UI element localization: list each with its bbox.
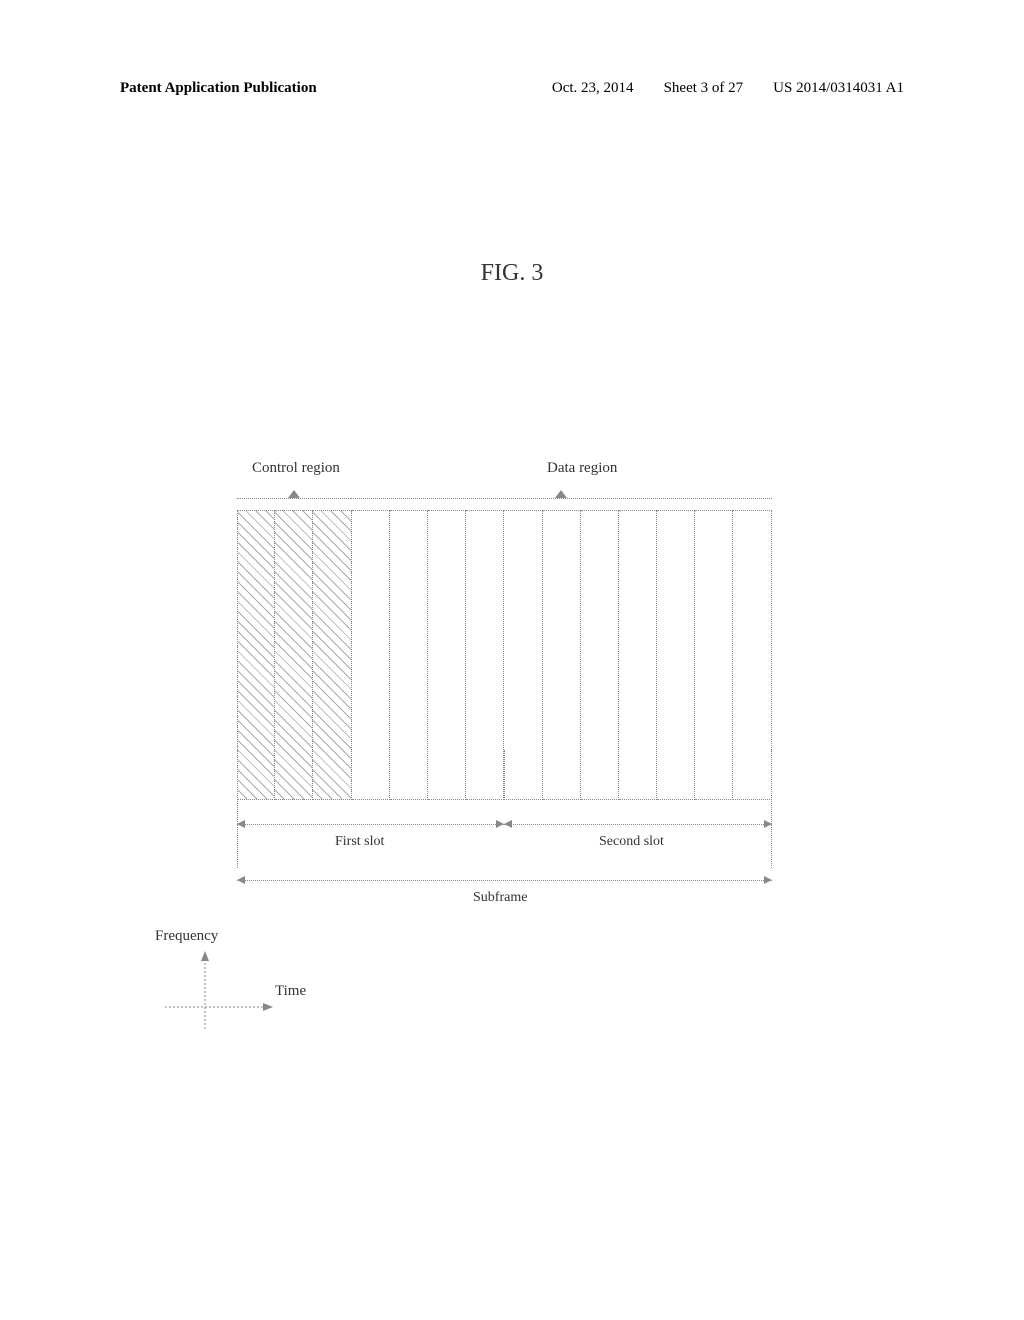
sheet-number: Sheet 3 of 27 [664,80,744,97]
first-slot-label: First slot [335,834,384,850]
data-region-label: Data region [547,460,617,477]
page-header: Patent Application Publication Oct. 23, … [0,80,1024,97]
region-labels: Control region Data region [237,460,772,510]
subframe-label: Subframe [473,890,527,906]
data-column [695,510,733,800]
second-slot-label: Second slot [599,834,664,850]
control-column [275,510,313,800]
subframe-indicator: Subframe [237,868,772,908]
publication-date: Oct. 23, 2014 [552,80,634,97]
control-region-label: Control region [252,460,340,477]
mid-tick [504,750,505,800]
data-column [543,510,581,800]
axis-container: Frequency Time [155,928,315,1039]
control-column [237,510,275,800]
control-brace [237,498,351,499]
control-column [313,510,351,800]
time-axis-label: Time [275,983,306,1000]
data-column [390,510,428,800]
subframe-arrow-left [237,876,245,884]
subframe-arrow-right [764,876,772,884]
control-brace-peak [288,490,300,498]
second-slot-line [504,824,772,825]
publication-number: US 2014/0314031 A1 [773,80,904,97]
second-slot-arrow-left [504,820,512,828]
frequency-axis-label: Frequency [155,928,315,945]
data-column [504,510,542,800]
first-slot-arrow-right [496,820,504,828]
second-slot-arrow-right [764,820,772,828]
first-slot-line [237,824,504,825]
data-column [352,510,390,800]
data-column [619,510,657,800]
header-right: Oct. 23, 2014 Sheet 3 of 27 US 2014/0314… [552,80,904,97]
subframe-line [237,880,772,881]
figure-title: FIG. 3 [0,260,1024,287]
slot-indicator: First slot Second slot [237,810,772,860]
data-column [428,510,466,800]
data-column [733,510,771,800]
first-slot-arrow-left [237,820,245,828]
publication-type: Patent Application Publication [120,80,317,97]
data-column [581,510,619,800]
data-column [657,510,695,800]
subframe-diagram: Control region Data region First slot Se… [237,460,772,908]
data-column [466,510,504,800]
data-brace-peak [555,490,567,498]
data-brace [351,498,772,499]
